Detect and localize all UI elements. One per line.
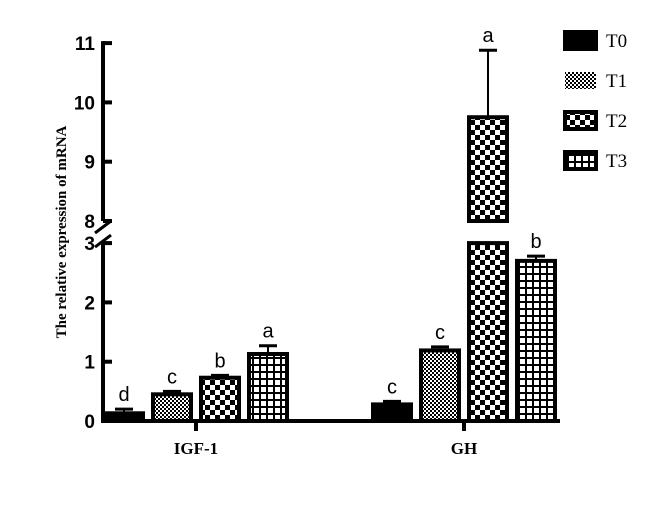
bar-T3 xyxy=(515,258,557,424)
y-tick-label: 3 xyxy=(84,234,95,255)
legend-label: T3 xyxy=(606,151,627,172)
bar-T1 xyxy=(151,392,193,424)
significance-letter: b xyxy=(214,350,225,372)
y-tick-label: 2 xyxy=(84,293,95,314)
significance-letter: b xyxy=(530,231,541,253)
bar-T3 xyxy=(247,351,289,423)
legend-swatch-T0 xyxy=(563,30,598,51)
significance-letter: d xyxy=(118,384,129,406)
y-tick-label: 0 xyxy=(84,412,95,433)
x-tick-label: GH xyxy=(451,439,477,458)
legend-swatch-T2 xyxy=(563,110,598,131)
legend-swatch-T3 xyxy=(563,150,598,171)
bar-T2-lower xyxy=(467,241,509,423)
legend-swatch-T1 xyxy=(565,72,596,89)
legend-label: T2 xyxy=(606,111,627,132)
bar-T2-upper xyxy=(467,115,509,223)
significance-letter: a xyxy=(262,321,274,343)
bar-T1 xyxy=(419,348,461,424)
significance-letter: c xyxy=(387,376,397,398)
significance-letter: a xyxy=(482,25,494,47)
legend-label: T0 xyxy=(606,31,627,52)
bar-T2 xyxy=(199,375,241,423)
legend-label: T1 xyxy=(606,71,627,92)
y-tick-label: 1 xyxy=(84,353,95,374)
significance-letter: c xyxy=(435,322,445,344)
bar-T0 xyxy=(371,402,413,423)
y-tick-label: 8 xyxy=(84,212,95,233)
y-tick-label: 11 xyxy=(75,34,96,55)
y-tick-label: 9 xyxy=(84,153,95,174)
significance-letter: c xyxy=(167,366,177,388)
bar-T0 xyxy=(103,411,145,423)
x-tick-label: IGF-1 xyxy=(174,439,218,458)
y-axis-label: The relative expression of mRNA xyxy=(54,125,70,338)
y-tick-label: 10 xyxy=(74,93,95,114)
